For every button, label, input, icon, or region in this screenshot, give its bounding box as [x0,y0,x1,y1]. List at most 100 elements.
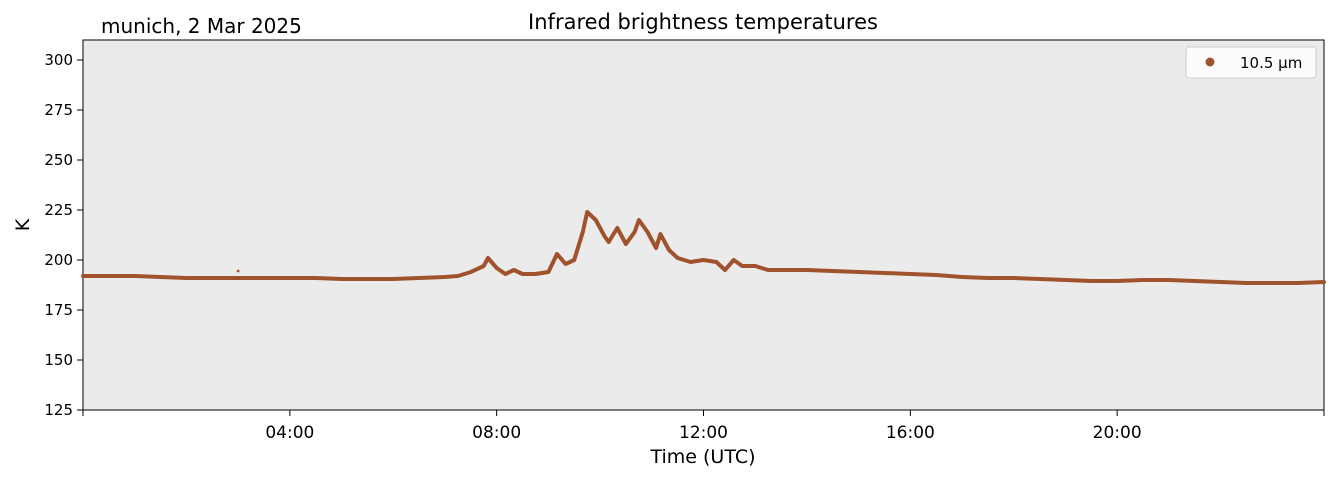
data-point [714,260,719,264]
y-tick-label: 175 [44,301,73,319]
data-point [1296,281,1300,285]
data-point [602,234,607,238]
x-tick-label: 20:00 [1093,423,1142,443]
data-point [857,270,861,274]
data-point [1270,281,1274,285]
data-point [339,277,344,281]
data-point [133,274,137,278]
data-point [391,277,395,281]
legend-box [1185,46,1317,79]
data-point [1012,276,1016,280]
data-point [676,256,680,260]
data-point [81,274,85,278]
data-point [658,232,663,236]
y-tick-label: 225 [44,201,73,219]
data-point [482,264,486,268]
data-point [555,252,559,256]
data-point [740,264,744,268]
data-point [882,271,887,275]
x-tick-label: 04:00 [265,423,314,443]
data-point [572,258,576,262]
data-point [503,272,507,276]
data-point [624,242,628,246]
data-point [107,274,111,278]
data-point [645,230,650,234]
data-point [753,264,757,268]
legend-marker [1205,57,1215,67]
data-point [288,276,292,280]
data-point [365,277,369,281]
data-point [934,273,938,277]
x-axis: 04:00 08:00 12:00 16:00 20:00 [82,410,1325,443]
data-point [723,268,727,272]
data-point [960,275,964,279]
chart-title: Infrared brightness temperatures [528,10,878,34]
y-tick-label: 300 [44,51,73,69]
data-point [1089,279,1093,283]
series-10-5um [81,210,1326,285]
data-point [908,272,912,276]
legend: 10.5 µm [1185,46,1317,79]
data-point [1244,281,1248,285]
data-point [469,270,473,274]
plot-area [82,39,1325,411]
data-point [512,268,516,272]
data-point [1063,278,1068,282]
x-tick-label: 16:00 [886,423,935,443]
data-point [262,276,266,280]
data-point [633,230,637,234]
y-axis: 125 150 175 200 225 250 275 300 [44,51,83,419]
data-point [689,260,693,264]
data-point [1115,279,1119,283]
data-point [1141,278,1145,282]
data-point [533,272,538,276]
data-point [654,246,658,250]
y-tick-label: 275 [44,101,73,119]
data-point [667,248,671,252]
y-tick-label: 250 [44,151,73,169]
data-point [417,276,421,280]
data-point [594,218,598,222]
data-point-outlier [236,269,240,273]
data-point [1038,277,1042,281]
data-point [546,270,551,274]
data-point [585,210,589,214]
data-point [581,230,585,234]
x-tick-label: 12:00 [679,423,728,443]
data-point [732,258,736,262]
data-point [779,268,783,272]
data-point [486,256,490,260]
data-point [210,276,214,280]
chart-subtitle: munich, 2 Mar 2025 [101,14,302,38]
y-tick-label: 125 [44,401,73,419]
data-point [831,269,835,273]
data-point [766,268,770,272]
y-tick-label: 150 [44,351,73,369]
data-point [701,258,706,262]
y-tick-label: 200 [44,251,73,269]
data-point [495,266,499,270]
data-point [637,218,641,222]
data-point [615,226,619,230]
data-point [159,275,163,279]
data-point [314,276,318,280]
data-point [607,240,611,244]
data-point [184,276,188,280]
data-point [236,276,240,280]
legend-label: 10.5 µm [1240,54,1302,72]
data-point [1322,280,1326,284]
data-point [986,276,990,280]
y-axis-label: K [12,218,34,231]
data-point [520,272,525,276]
data-point [443,275,447,279]
series-line [81,210,1326,285]
data-point [1193,279,1197,283]
data-point [1219,280,1223,284]
data-point [456,274,460,278]
data-point [805,268,809,272]
x-axis-label: Time (UTC) [649,446,755,468]
data-point [564,262,568,266]
x-tick-label: 08:00 [472,423,521,443]
data-point [1167,278,1171,282]
